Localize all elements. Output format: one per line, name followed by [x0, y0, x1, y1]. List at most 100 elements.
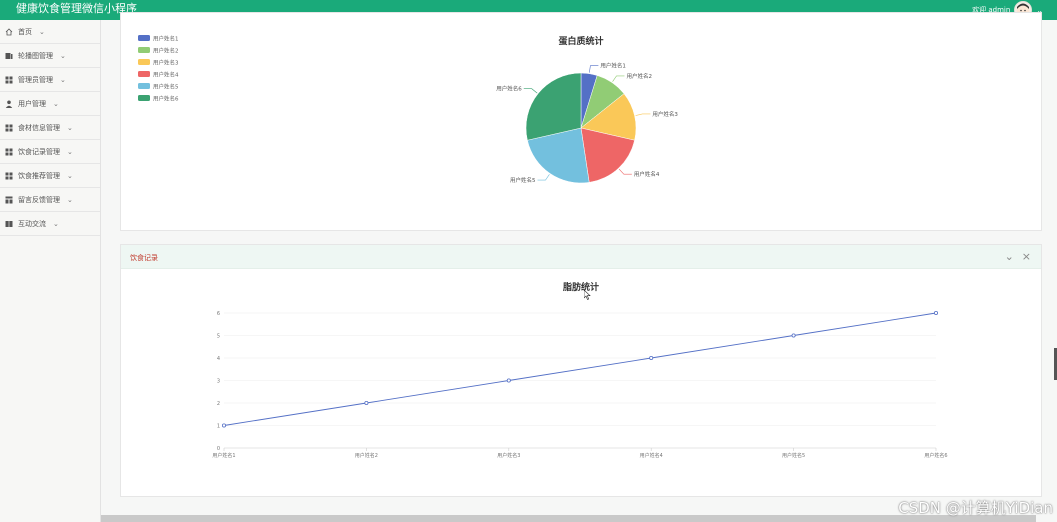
data-point[interactable]	[791, 333, 796, 338]
legend-swatch[interactable]	[138, 71, 150, 77]
x-tick-label: 用户姓名5	[782, 452, 805, 459]
collapse-icon[interactable]: ⌄	[1004, 250, 1014, 263]
legend-swatch[interactable]	[138, 83, 150, 89]
series-line	[223, 312, 937, 426]
sidebar-item-label: 饮食推荐管理	[18, 171, 60, 180]
legend-label[interactable]: 用户姓名1	[153, 35, 179, 43]
y-tick-label: 6	[217, 311, 220, 317]
sidebar-item-ingredients[interactable]: 食材信息管理 ⌄	[0, 116, 100, 140]
chevron-down-icon: ⌄	[39, 27, 45, 36]
pie-label-line	[618, 168, 632, 175]
sidebar-item-home[interactable]: 首页 ⌄	[0, 20, 100, 44]
sidebar-item-users[interactable]: 用户管理 ⌄	[0, 92, 100, 116]
legend-label[interactable]: 用户姓名5	[153, 83, 179, 91]
sidebar-item-feedback[interactable]: 留言反馈管理 ⌄	[0, 188, 100, 212]
panel-title: 饮食记录	[130, 254, 158, 262]
chevron-down-icon: ⌄	[53, 99, 59, 108]
sidebar-item-label: 饮食记录管理	[18, 147, 60, 156]
sidebar-item-label: 轮播图管理	[18, 51, 53, 60]
pie-label-line	[523, 88, 538, 94]
chevron-down-icon: ⌄	[67, 147, 73, 156]
y-tick-label: 1	[217, 424, 220, 430]
sidebar-item-carousel[interactable]: 轮播图管理 ⌄	[0, 44, 100, 68]
grid-icon	[5, 172, 13, 180]
chevron-down-icon: ⌄	[60, 51, 66, 60]
chevron-down-icon: ⌄	[67, 171, 73, 180]
chevron-down-icon: ⌄	[53, 219, 59, 228]
chevron-down-icon: ⌄	[67, 123, 73, 132]
data-point[interactable]	[506, 378, 511, 383]
chart-grid	[224, 312, 936, 449]
legend-swatch[interactable]	[138, 95, 150, 101]
panel-tools: ⌄ ×	[1005, 250, 1031, 263]
close-icon[interactable]: ×	[1021, 250, 1031, 263]
home-icon	[5, 27, 13, 36]
legend-swatch[interactable]	[138, 35, 150, 41]
grid-icon	[5, 148, 13, 156]
pie-slice-label: 用户姓名2	[626, 72, 652, 80]
sidebar-item-label: 互动交流	[18, 219, 46, 228]
pie-slice[interactable]	[525, 72, 582, 141]
chevron-down-icon[interactable]: ⌄	[1036, 5, 1043, 15]
vertical-scrollbar[interactable]	[1054, 348, 1057, 380]
sidebar-item-label: 留言反馈管理	[18, 195, 60, 204]
legend-label[interactable]: 用户姓名6	[153, 95, 179, 103]
y-tick-label: 3	[217, 379, 220, 385]
line-series	[222, 311, 939, 428]
data-point[interactable]	[364, 400, 369, 405]
main-content: 用户姓名1 用户姓名2 用户姓名3 用户姓名4 用户姓名5 用户姓名6 蛋白质统计 用户姓…	[101, 12, 1057, 522]
pie-label-line	[589, 65, 599, 73]
chart-title: 脂肪统计	[562, 281, 599, 293]
x-tick-label: 用户姓名3	[497, 452, 520, 459]
horizontal-scrollbar[interactable]	[101, 515, 1036, 522]
y-tick-label: 5	[217, 334, 220, 340]
y-tick-label: 0	[217, 446, 220, 452]
legend-swatch[interactable]	[138, 47, 150, 53]
mouse-cursor-icon	[584, 290, 591, 300]
x-tick-label: 用户姓名1	[212, 452, 235, 459]
table-icon	[5, 196, 13, 204]
sidebar-item-label: 首页	[18, 27, 32, 36]
pie-label-line	[612, 75, 625, 82]
sidebar-item-community[interactable]: 互动交流 ⌄	[0, 212, 100, 236]
sidebar-item-recommendations[interactable]: 饮食推荐管理 ⌄	[0, 164, 100, 188]
pie-slice-label: 用户姓名3	[652, 110, 678, 118]
x-tick-label: 用户姓名2	[355, 452, 378, 459]
sidebar-item-admins[interactable]: 管理员管理 ⌄	[0, 68, 100, 92]
sidebar-item-label: 管理员管理	[18, 75, 53, 84]
panel-header: 饮食记录 ⌄ ×	[121, 245, 1041, 269]
chevron-down-icon: ⌄	[67, 195, 73, 204]
welcome-text: 欢迎 admin	[972, 6, 1011, 14]
grid-icon	[5, 124, 13, 132]
data-point[interactable]	[649, 356, 654, 361]
legend-label[interactable]: 用户姓名4	[153, 71, 179, 79]
pie-label-line	[635, 113, 651, 116]
user-icon	[5, 100, 13, 108]
book-icon	[5, 220, 13, 228]
y-tick-label: 2	[217, 401, 220, 407]
pie-slice-label: 用户姓名4	[634, 170, 660, 178]
diet-record-panel: 饮食记录 ⌄ × 脂肪统计 0 1 2 3 4 5 6 用户姓名1 用户姓名2 用户姓名3 用户姓…	[120, 244, 1042, 497]
pie-slice-label: 用户姓名6	[496, 85, 522, 93]
data-point[interactable]	[934, 311, 939, 316]
chart-legend: 用户姓名1 用户姓名2 用户姓名3 用户姓名4 用户姓名5 用户姓名6	[138, 35, 179, 103]
pie-slice[interactable]	[527, 127, 590, 184]
image-icon	[5, 52, 13, 60]
data-point[interactable]	[222, 423, 227, 428]
sidebar-item-label: 食材信息管理	[18, 123, 60, 132]
app-title: 健康饮食管理微信小程序	[16, 2, 137, 15]
legend-label[interactable]: 用户姓名2	[153, 47, 179, 55]
pie-slice[interactable]	[580, 127, 635, 183]
x-axis-ticks: 用户姓名1 用户姓名2 用户姓名3 用户姓名4 用户姓名5 用户姓名6	[212, 448, 948, 459]
legend-swatch[interactable]	[138, 59, 150, 65]
pie-label-line	[537, 174, 550, 181]
y-axis-ticks: 0 1 2 3 4 5 6	[217, 311, 220, 452]
sidebar-item-label: 用户管理	[18, 99, 46, 108]
legend-label[interactable]: 用户姓名3	[153, 59, 179, 67]
chart-title: 蛋白质统计	[558, 35, 603, 47]
sidebar-item-diet-records[interactable]: 饮食记录管理 ⌄	[0, 140, 100, 164]
protein-chart-panel: 用户姓名1 用户姓名2 用户姓名3 用户姓名4 用户姓名5 用户姓名6 蛋白质统计 用户姓…	[120, 12, 1042, 231]
chevron-down-icon: ⌄	[60, 75, 66, 84]
y-tick-label: 4	[217, 356, 220, 362]
